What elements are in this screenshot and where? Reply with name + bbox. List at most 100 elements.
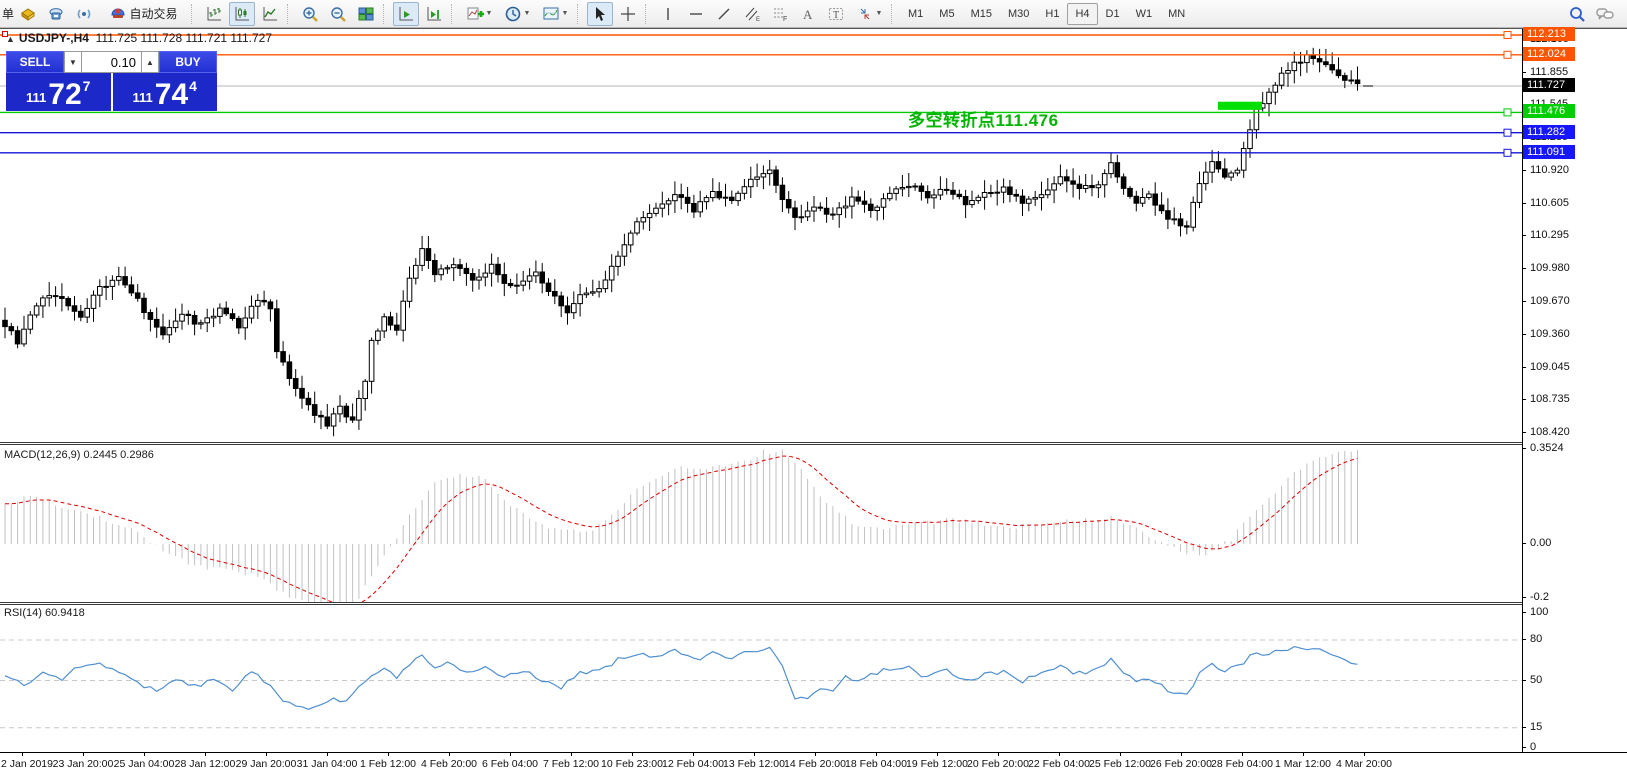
- fibonacci-button[interactable]: F: [767, 2, 793, 26]
- sell-price-prefix: 111: [26, 90, 47, 105]
- toolbar-separator: [645, 3, 651, 24]
- chat-button[interactable]: [1592, 2, 1618, 26]
- cursor-icon: [591, 5, 609, 23]
- search-icon: [1568, 5, 1586, 23]
- auto-trading-button[interactable]: 自动交易: [99, 2, 187, 26]
- rsi-pane[interactable]: [0, 605, 1522, 752]
- signals-icon: [75, 5, 93, 23]
- candlestick-chart-button[interactable]: [229, 1, 256, 26]
- symbol-label: USDJPY-,H4: [18, 31, 89, 45]
- equidistant-channel-icon: E: [743, 5, 761, 23]
- trend-line-icon: [715, 5, 733, 23]
- bar-chart-button[interactable]: [201, 2, 227, 26]
- buy-price-big: 74: [154, 78, 189, 111]
- text-icon: A: [799, 5, 817, 23]
- timeframe-button-m15[interactable]: M15: [970, 7, 992, 20]
- vertical-line-icon: [659, 5, 677, 23]
- tile-windows-button[interactable]: [353, 2, 379, 26]
- toolbar-separator: [191, 3, 197, 24]
- timeframe-button-d1[interactable]: D1: [1105, 7, 1120, 20]
- pane-separator[interactable]: [0, 442, 1522, 445]
- zoom-in-button[interactable]: [297, 2, 323, 26]
- arrows-icon: [856, 5, 874, 23]
- arrows-button[interactable]: ▼: [851, 2, 887, 26]
- timeframe-button-h4[interactable]: H4: [1067, 2, 1098, 25]
- crosshair-icon: [619, 5, 637, 23]
- sell-button[interactable]: SELL: [6, 51, 64, 73]
- text-label-button[interactable]: T: [823, 2, 849, 26]
- cursor-button[interactable]: [587, 1, 614, 26]
- timeframe-button-m30[interactable]: M30: [1007, 7, 1030, 20]
- timeframe-button-mn[interactable]: MN: [1168, 7, 1186, 20]
- equidistant-channel-button[interactable]: E: [739, 2, 765, 26]
- indicators-button[interactable]: ▼: [461, 2, 497, 26]
- line-drag-handle[interactable]: [2, 31, 8, 37]
- svg-text:T: T: [833, 10, 839, 21]
- timeframe-button-m1[interactable]: M1: [908, 7, 924, 20]
- pane-separator[interactable]: [0, 602, 1522, 605]
- text-label-icon: T: [827, 5, 845, 23]
- volume-increase-button[interactable]: ▲: [141, 51, 159, 73]
- horizontal-line-icon: [687, 5, 705, 23]
- data-window-button[interactable]: [43, 2, 69, 26]
- macd-pane[interactable]: [0, 447, 1522, 602]
- buy-price-sup: 4: [189, 78, 197, 94]
- crosshair-button[interactable]: [615, 2, 641, 26]
- date-axis[interactable]: [0, 752, 1627, 774]
- ohlc-readout: 111.725 111.728 111.721 111.727: [95, 31, 273, 45]
- tile-windows-icon: [357, 5, 375, 23]
- sell-price-big: 72: [48, 78, 82, 111]
- volume-decrease-button[interactable]: ▼: [64, 51, 82, 73]
- sell-price-sup: 7: [82, 78, 91, 94]
- chart-window-icon: [19, 5, 37, 23]
- dropdown-arrow-icon: ▼: [561, 10, 569, 17]
- search-button[interactable]: [1564, 2, 1590, 26]
- vertical-line-button[interactable]: [655, 2, 681, 26]
- chart-annotation-text[interactable]: 多空转折点111.476: [908, 111, 1059, 130]
- auto-scroll-button[interactable]: [393, 1, 420, 26]
- chart-window-marker-icon: ▲: [6, 34, 15, 44]
- candlestick-chart-icon: [233, 5, 251, 23]
- line-chart-icon: [261, 5, 279, 23]
- text-button[interactable]: A: [795, 2, 821, 26]
- horizontal-line-button[interactable]: [683, 2, 709, 26]
- price-axis-border: [1522, 29, 1523, 752]
- templates-button[interactable]: ▼: [537, 2, 573, 26]
- auto-scroll-icon: [397, 5, 415, 23]
- auto-trading-icon: [109, 5, 127, 23]
- signals-button[interactable]: [71, 2, 97, 26]
- svg-text:F: F: [783, 16, 787, 23]
- chat-icon: [1595, 5, 1615, 23]
- data-window-icon: [47, 5, 65, 23]
- svg-text:A: A: [803, 7, 813, 22]
- buy-button[interactable]: BUY: [159, 51, 217, 73]
- chart-shift-icon: [425, 5, 443, 23]
- line-chart-button[interactable]: [257, 2, 283, 26]
- price-pane[interactable]: [0, 29, 1522, 444]
- chart-shift-button[interactable]: [421, 2, 447, 26]
- chart-window-button[interactable]: [15, 2, 41, 26]
- svg-text:E: E: [756, 17, 760, 23]
- toolbar-separator: [891, 3, 897, 24]
- sell-price-display[interactable]: 111 72 7: [6, 73, 113, 111]
- bar-chart-icon: [205, 5, 223, 23]
- toolbar: 单 自动交易 ▼ ▼ ▼ E F A T ▼: [0, 0, 1627, 28]
- volume-input[interactable]: 0.10: [82, 51, 141, 73]
- toolbar-separator: [287, 3, 293, 24]
- new-order-button-partial[interactable]: 单: [2, 7, 15, 21]
- toolbar-separator: [577, 3, 583, 24]
- zoom-out-button[interactable]: [325, 2, 351, 26]
- buy-price-prefix: 111: [132, 90, 153, 105]
- zoom-in-icon: [301, 5, 319, 23]
- chart-area[interactable]: ▲ USDJPY-,H4 111.725 111.728 111.721 111.…: [0, 28, 1627, 774]
- trend-line-button[interactable]: [711, 2, 737, 26]
- buy-price-display[interactable]: 111 74 4: [112, 73, 217, 111]
- zoom-out-icon: [329, 5, 347, 23]
- timeframe-button-w1[interactable]: W1: [1135, 7, 1153, 20]
- toolbar-separator: [451, 3, 457, 24]
- periods-button[interactable]: ▼: [499, 2, 535, 26]
- timeframe-button-m5[interactable]: M5: [939, 7, 955, 20]
- one-click-trading-panel: SELL ▼ 0.10 ▲ BUY 111 72 7 111 74 4: [6, 51, 217, 111]
- rsi-label: RSI(14) 60.9418: [4, 607, 85, 619]
- timeframe-button-h1[interactable]: H1: [1045, 7, 1060, 20]
